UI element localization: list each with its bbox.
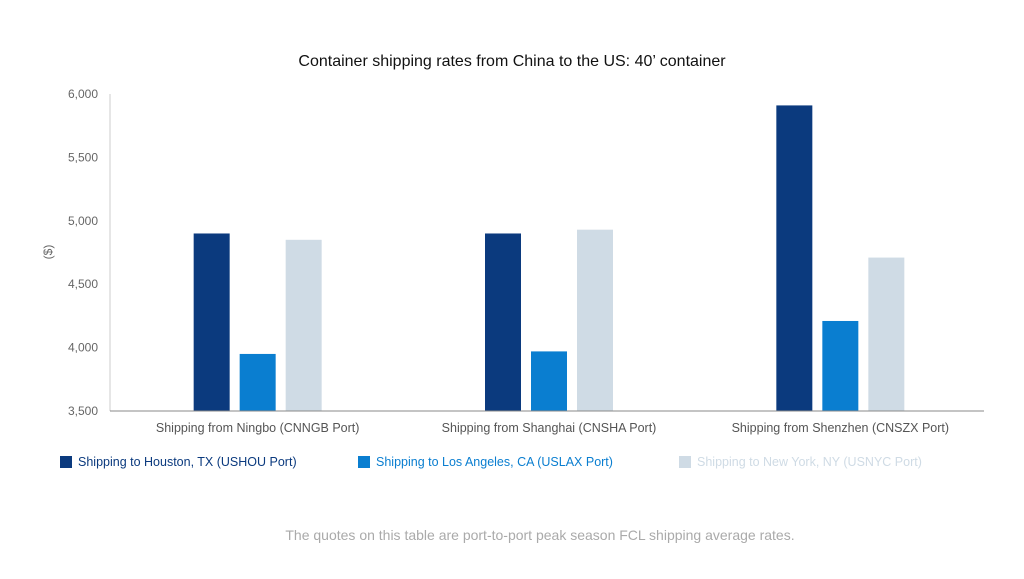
legend-item: Shipping to Houston, TX (USHOU Port) — [60, 455, 297, 469]
legend: Shipping to Houston, TX (USHOU Port) Ship… — [60, 455, 922, 469]
legend-label: Shipping to Los Angeles, CA (USLAX Port) — [376, 455, 613, 469]
y-tick-label: 5,500 — [68, 150, 98, 164]
x-category-label: Shipping from Shanghai (CNSHA Port) — [442, 421, 657, 435]
bar — [193, 233, 230, 411]
x-category-label: Shipping from Ningbo (CNNGB Port) — [156, 421, 360, 435]
bar — [285, 239, 322, 411]
legend-swatch — [679, 456, 691, 468]
legend-swatch — [60, 456, 72, 468]
y-axis-label: ($) — [41, 245, 55, 260]
legend-label: Shipping to Houston, TX (USHOU Port) — [78, 455, 297, 469]
legend-swatch — [358, 456, 370, 468]
y-tick-label: 6,000 — [68, 87, 98, 101]
y-tick-label: 5,000 — [68, 214, 98, 228]
footnote: The quotes on this table are port-to-por… — [285, 527, 794, 543]
bar — [531, 351, 567, 411]
bar — [239, 353, 276, 411]
y-tick-label: 3,500 — [68, 404, 98, 418]
bar — [822, 320, 859, 411]
bar — [485, 233, 521, 411]
chart-title: Container shipping rates from China to t… — [298, 53, 726, 70]
bar — [776, 105, 813, 412]
y-axis-ticks: 3,500 4,000 4,500 5,000 5,500 6,000 — [68, 87, 98, 418]
x-axis-categories: Shipping from Ningbo (CNNGB Port) Shippin… — [156, 421, 949, 435]
bar — [868, 257, 905, 411]
x-category-label: Shipping from Shenzhen (CNSZX Port) — [732, 421, 949, 435]
legend-label: Shipping to New York, NY (USNYC Port) — [697, 455, 922, 469]
legend-item: Shipping to New York, NY (USNYC Port) — [679, 455, 922, 469]
y-tick-label: 4,000 — [68, 341, 98, 355]
bars — [193, 105, 905, 412]
bar — [577, 229, 613, 411]
legend-item: Shipping to Los Angeles, CA (USLAX Port) — [358, 455, 613, 469]
y-tick-label: 4,500 — [68, 277, 98, 291]
